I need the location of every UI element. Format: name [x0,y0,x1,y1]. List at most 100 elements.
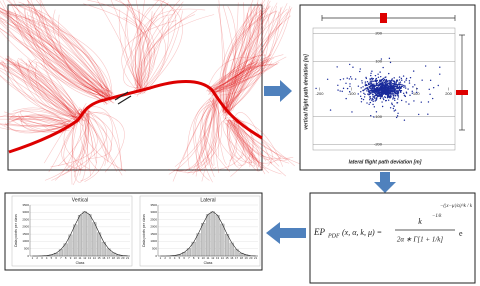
flight-track [217,60,269,93]
scatter-point [364,93,366,96]
flight-track [227,123,238,162]
bar [210,211,215,257]
scatter-point [408,103,410,105]
scatter-point [399,85,401,87]
scatter-point [336,66,338,68]
flight-track [27,0,112,101]
flight-track [228,118,261,162]
scatter-point [414,84,416,86]
flight-track [226,119,265,164]
scatter-point [326,78,329,80]
scatter-point [395,91,397,93]
flight-track [30,7,110,101]
x-tick-label: 100 [413,91,420,96]
x-tick-label: -200 [315,91,324,96]
scatter-point [390,79,393,81]
flight-track [72,108,82,171]
scatter-point [377,92,379,95]
flight-track [225,2,245,114]
flight-track [198,97,217,159]
scatter-point [375,99,377,101]
scatter-point [396,88,398,90]
flight-track [72,109,89,186]
formula-lhs-sub: PDF [327,233,340,239]
flight-track [212,60,273,96]
flight-track [22,3,112,97]
scatter-point [401,85,403,87]
scatter-point [388,72,390,75]
flight-track [19,120,69,127]
flight-track [0,67,86,122]
scatter-point [428,88,430,91]
flight-track [4,111,68,131]
scatter-point [380,75,382,78]
scatter-point [392,84,395,87]
scatter-point [392,95,395,97]
scatter-point [387,86,389,88]
scatter-point [376,80,378,82]
scatter-point [396,92,399,94]
scatter-point [369,99,371,101]
flight-track [227,10,278,112]
y-tick-label: 1500 [22,232,29,236]
flight-track [2,60,78,123]
formula-denominator: 2α ∗ Γ[1 + 1/k] [397,236,444,244]
scatter-point [397,96,400,98]
scatter-point [380,91,383,93]
scatter-point [404,85,406,87]
y-tick-label: 500 [24,247,29,251]
formula-args: (x, α, k, μ) = [342,228,382,237]
bar [201,223,206,257]
flight-track [213,54,260,92]
scatter-point [416,91,418,94]
scatter-point [341,90,343,93]
flight-track [129,5,146,90]
scatter-point [349,85,351,88]
flight-track [85,112,113,159]
flight-track [58,14,109,105]
x-tick-label: 14 [93,256,97,260]
flight-track [0,17,108,105]
scatter-point [369,78,371,80]
flight-track [0,9,110,97]
scatter-point [366,84,368,87]
flight-track [217,116,243,166]
scatter-point [372,103,374,106]
flight-track [225,0,266,109]
flight-track [6,0,105,106]
scatter-point [378,83,381,85]
flight-track [0,115,72,123]
scatter-point [369,81,372,83]
scatter-point [397,94,399,97]
scatter-point [377,76,380,78]
flight-track [0,10,115,101]
flight-track [79,111,89,176]
scatter-point [385,90,388,93]
bar [82,211,87,257]
x-tick-label: 200 [445,91,452,96]
flight-track [134,1,184,86]
scatter-point [382,98,385,101]
flight-track [6,55,81,115]
flight-track [222,0,271,112]
x-axis-label: lateral flight path deviation [m] [349,159,422,165]
flight-track [0,30,107,101]
scatter-point [421,79,423,81]
flight-track [224,13,248,120]
scatter-point [392,90,394,93]
y-tick-label: 3500 [22,203,29,207]
flight-track [233,124,267,169]
flight-track [26,62,82,118]
scatter-point [392,92,394,95]
scatter-point [429,79,432,82]
flight-track [127,0,139,91]
flight-track [225,123,245,159]
scatter-point [339,78,342,81]
scatter-point [396,102,398,104]
flight-track [227,0,269,116]
flight-track [39,0,112,96]
scatter-point [403,94,406,97]
flight-track [0,75,83,120]
